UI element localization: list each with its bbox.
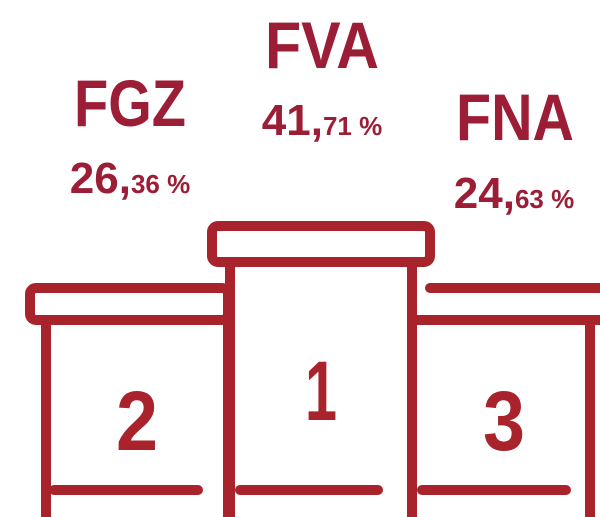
- share: 41,71 %: [262, 96, 382, 145]
- party-name: FVA: [265, 8, 379, 82]
- podium: [25, 221, 600, 517]
- rank-number: 3: [483, 374, 525, 468]
- share-integer: 26,: [70, 154, 131, 203]
- share-integer: 41,: [262, 96, 323, 145]
- party-name: FNA: [456, 80, 574, 154]
- rank-number: 1: [305, 344, 337, 438]
- share: 26,36 %: [70, 154, 190, 203]
- party-name: FGZ: [74, 66, 186, 140]
- right-cap: [407, 283, 600, 325]
- rank-number: 2: [116, 374, 158, 468]
- share-decimals: 36 %: [131, 169, 190, 199]
- left-cap: [25, 283, 233, 325]
- share-integer: 24,: [454, 169, 515, 218]
- share-decimals: 63 %: [515, 184, 574, 214]
- share-decimals: 71 %: [323, 111, 382, 141]
- share: 24,63 %: [454, 169, 574, 218]
- center-cap: [207, 221, 435, 267]
- center-body: [225, 257, 417, 517]
